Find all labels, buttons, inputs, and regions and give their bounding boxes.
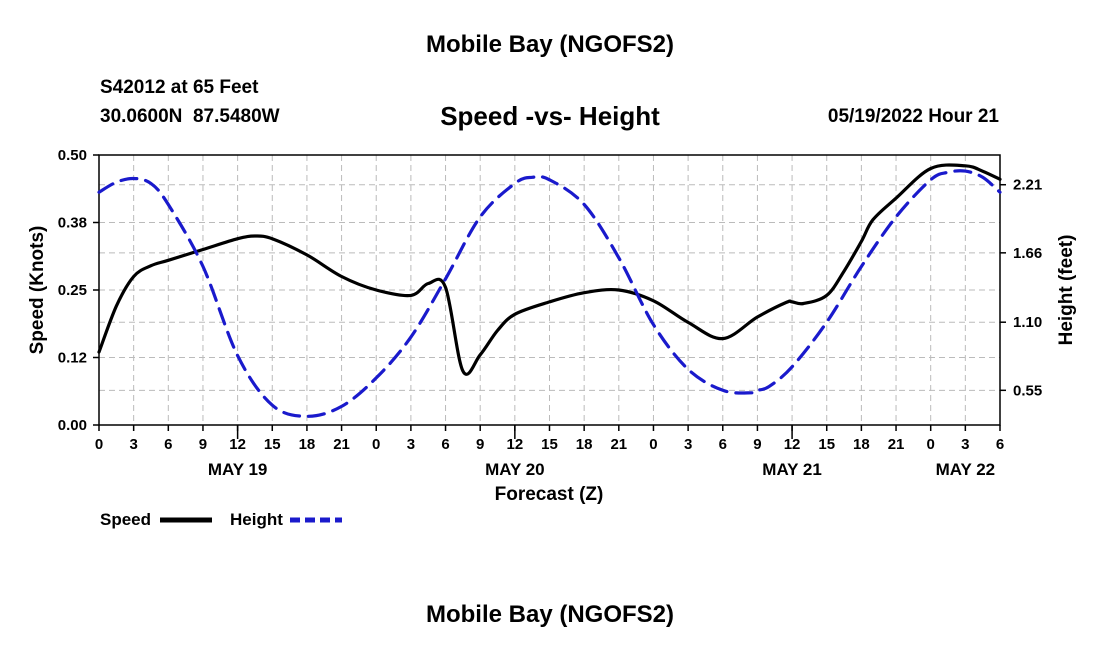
day-label: MAY 21	[762, 460, 822, 479]
x-tick-label: 21	[610, 436, 627, 453]
y-tick-label: 0.38	[58, 215, 87, 232]
series-layer	[97, 163, 1002, 418]
x-tick-label: 0	[95, 436, 103, 453]
y2-tick-label: 2.21	[1013, 177, 1042, 194]
x-tick-label: 9	[476, 436, 484, 453]
x-tick-label: 0	[927, 436, 935, 453]
y-axis-label-left: Speed (Knots)	[27, 226, 48, 355]
x-tick-label: 12	[229, 436, 246, 453]
x-tick-label: 18	[576, 436, 593, 453]
x-tick-label: 21	[333, 436, 350, 453]
day-label: MAY 22	[936, 460, 996, 479]
x-tick-label: 15	[541, 436, 558, 453]
x-tick-label: 0	[649, 436, 657, 453]
x-tick-label: 3	[407, 436, 415, 453]
x-tick-label: 0	[372, 436, 380, 453]
grid-lines	[99, 154, 1000, 425]
x-tick-label: 3	[129, 436, 137, 453]
x-tick-label: 18	[853, 436, 870, 453]
series-line-height	[97, 169, 1002, 418]
legend: Speed Height	[100, 510, 342, 529]
x-tick-label: 12	[507, 436, 524, 453]
forecast-timestamp: 05/19/2022 Hour 21	[827, 106, 999, 127]
y-tick-label: 0.00	[58, 417, 87, 434]
x-tick-label: 21	[888, 436, 905, 453]
x-tick-label: 3	[684, 436, 692, 453]
y2-tick-label: 1.66	[1013, 245, 1042, 262]
x-tick-label: 9	[199, 436, 207, 453]
x-tick-label: 3	[961, 436, 969, 453]
series-line-speed	[97, 163, 1002, 376]
day-label: MAY 19	[208, 460, 268, 479]
page-title: Mobile Bay (NGOFS2)	[425, 31, 675, 58]
x-tick-label: 9	[753, 436, 761, 453]
y-axis-label-right: Height (feet)	[1056, 235, 1077, 346]
legend-height-label: Height	[230, 510, 283, 529]
x-tick-label: 12	[784, 436, 801, 453]
x-tick-label: 6	[996, 436, 1004, 453]
x-tick-label: 15	[818, 436, 835, 453]
y2-tick-label: 1.10	[1013, 314, 1042, 331]
x-tick-label: 6	[164, 436, 172, 453]
x-tick-label: 15	[264, 436, 281, 453]
coordinates-label: 30.0600N 87.5480W	[100, 106, 280, 127]
x-tick-label: 18	[299, 436, 316, 453]
axes: 0 3 6 9 12 15 18 21 0 3 6 9 12 15 18 21 0 3 6 9 12 15 18 21 0 3 6M…	[58, 147, 1042, 479]
x-axis-label: Forecast (Z)	[495, 484, 604, 505]
legend-speed-label: Speed	[100, 510, 151, 529]
y-tick-label: 0.25	[58, 282, 87, 299]
y-tick-label: 0.50	[58, 147, 87, 164]
y-tick-label: 0.12	[58, 350, 87, 367]
footer-title: Mobile Bay (NGOFS2)	[425, 601, 675, 628]
y2-tick-label: 0.55	[1013, 382, 1042, 399]
x-tick-label: 6	[441, 436, 449, 453]
x-tick-label: 6	[719, 436, 727, 453]
axis-labels: Forecast (Z) Speed (Knots) Height (feet)	[27, 226, 1077, 505]
station-label: S42012 at 65 Feet	[100, 77, 259, 98]
day-label: MAY 20	[485, 460, 545, 479]
chart-title: Speed -vs- Height	[440, 101, 660, 131]
